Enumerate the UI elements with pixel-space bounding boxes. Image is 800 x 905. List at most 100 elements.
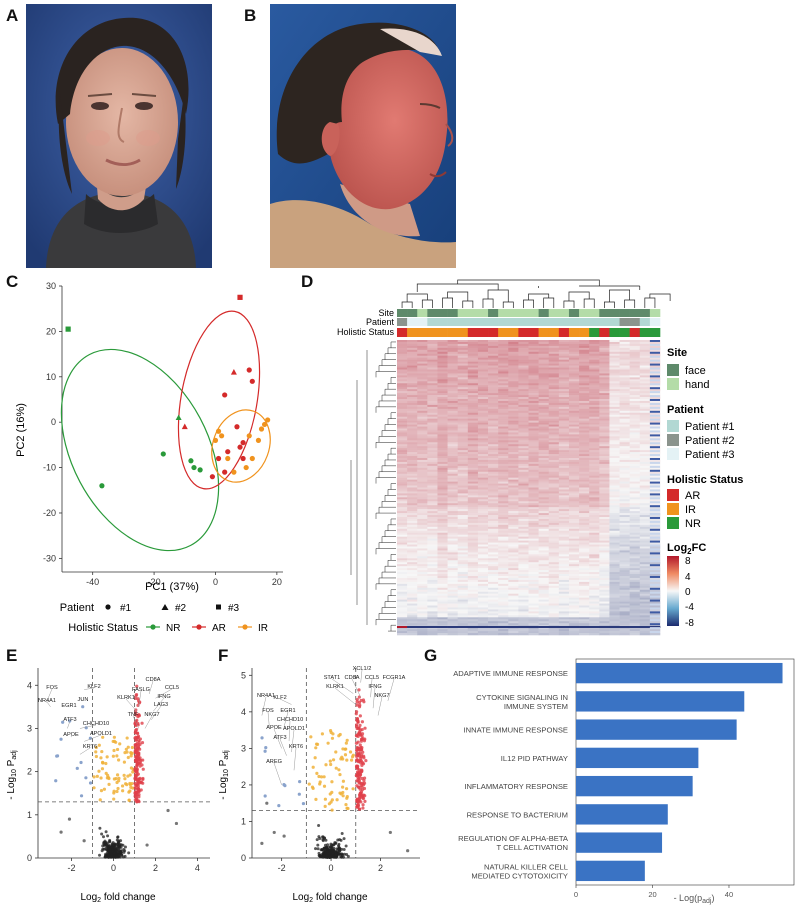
- heatmap-cell: [447, 597, 458, 600]
- heatmap-cell: [599, 393, 610, 396]
- heatmap-cell: [548, 430, 560, 433]
- volcano-point-sig-up: [133, 758, 138, 763]
- volcano-point-p-only: [128, 773, 132, 777]
- heatmap-cell: [457, 513, 469, 516]
- heatmap-cell: [407, 367, 418, 370]
- heatmap-cell: [467, 581, 479, 585]
- heatmap-cell: [437, 410, 448, 414]
- heatmap-cell: [649, 448, 661, 451]
- heatmap-cell: [417, 367, 428, 370]
- heatmap-cell: [447, 363, 458, 366]
- heatmap-cell: [538, 426, 550, 429]
- heatmap-cell: [508, 456, 519, 459]
- heatmap-cell: [498, 416, 509, 419]
- heatmap-cell: [579, 597, 590, 600]
- heatmap-cell: [649, 406, 660, 409]
- heatmap-cell: [407, 402, 418, 406]
- heatmap-cell: [488, 412, 499, 416]
- heatmap-cell: [447, 570, 458, 573]
- heatmap-cell: [548, 461, 560, 465]
- heatmap-cell: [528, 391, 539, 394]
- heatmap-cell: [629, 554, 641, 557]
- gene-label: NR4A1: [38, 698, 56, 704]
- heatmap-cell: [407, 530, 418, 534]
- heatmap-cell: [498, 469, 509, 473]
- heatmap-cell: [498, 566, 509, 569]
- pca-point-ir: [225, 455, 231, 462]
- heatmap-cell: [609, 613, 620, 616]
- heatmap-cell: [397, 503, 408, 506]
- heatmap-cell: [639, 556, 651, 559]
- heatmap-cell: [427, 428, 438, 431]
- heatmap-cell: [619, 619, 630, 622]
- heatmap-cell: [599, 353, 610, 357]
- annot-site-cell: [589, 309, 600, 317]
- heatmap-cell: [407, 483, 418, 486]
- volcano-point-ns: [112, 851, 116, 855]
- heatmap-cell: [649, 626, 661, 628]
- heatmap-cell: [508, 505, 519, 508]
- heatmap-cell: [568, 391, 580, 394]
- heatmap-cell: [528, 558, 539, 561]
- heatmap-cell: [558, 400, 570, 404]
- heatmap-cell: [639, 357, 651, 360]
- annot-patient-cell: [649, 318, 661, 326]
- heatmap-cell: [589, 513, 600, 516]
- volcano-point-ns: [120, 853, 124, 857]
- heatmap-cell: [457, 609, 469, 612]
- heatmap-cell: [407, 375, 418, 378]
- heatmap-cell: [508, 475, 519, 478]
- heatmap-cell: [599, 611, 610, 614]
- heatmap-cell: [568, 459, 580, 463]
- heatmap-cell: [427, 448, 438, 451]
- heatmap-cell: [548, 526, 560, 530]
- heatmap-cell: [568, 359, 580, 362]
- heatmap-cell: [457, 410, 469, 414]
- heatmap-cell: [508, 422, 519, 425]
- heatmap-cell: [447, 581, 458, 585]
- heatmap-cell: [477, 381, 489, 384]
- heatmap-cell: [538, 357, 550, 360]
- heatmap-cell: [629, 568, 641, 571]
- heatmap-cell: [609, 371, 620, 374]
- heatmap-cell: [528, 373, 539, 376]
- heatmap-cell: [558, 420, 570, 423]
- volcano-point-sig-up: [134, 696, 138, 701]
- volcano-point-sig-up: [134, 775, 138, 779]
- heatmap-cell: [609, 621, 620, 624]
- heatmap-cell: [568, 566, 580, 569]
- heatmap-cell: [629, 448, 641, 451]
- heatmap-cell: [447, 404, 458, 408]
- heatmap-cell: [498, 526, 509, 530]
- heatmap-cell: [437, 383, 448, 386]
- heatmap-cell: [599, 495, 610, 498]
- heatmap-cell: [397, 518, 408, 522]
- heatmap-cell: [488, 402, 499, 406]
- pca-y-tick-label: 20: [46, 326, 56, 336]
- heatmap-cell: [528, 615, 539, 618]
- volcano-point-sig-down: [79, 794, 84, 798]
- heatmap-cell: [639, 458, 651, 461]
- heatmap-cell: [498, 587, 509, 591]
- heatmap-cell: [397, 420, 408, 423]
- heatmap-cell: [447, 399, 458, 402]
- heatmap-cell: [649, 495, 661, 498]
- heatmap-cell: [508, 430, 519, 433]
- heatmap-cell: [609, 458, 620, 461]
- heatmap-cell: [447, 375, 458, 378]
- heatmap-cell: [639, 505, 651, 508]
- heatmap-cell: [427, 393, 438, 396]
- heatmap-cell: [488, 438, 499, 441]
- volcano-point-ns: [107, 844, 111, 848]
- gene-label: EGR1: [61, 703, 76, 709]
- heatmap-cell: [649, 363, 660, 366]
- heatmap-cell: [548, 587, 560, 591]
- heatmap-cell: [417, 416, 428, 419]
- heatmap-cell: [437, 440, 448, 443]
- heatmap-cell: [639, 440, 651, 443]
- heatmap-cell: [467, 345, 479, 349]
- heatmap-cell: [427, 574, 438, 577]
- site-hand-label: hand: [685, 379, 709, 391]
- heatmap-cell: [589, 389, 600, 392]
- heatmap-cell: [538, 544, 550, 547]
